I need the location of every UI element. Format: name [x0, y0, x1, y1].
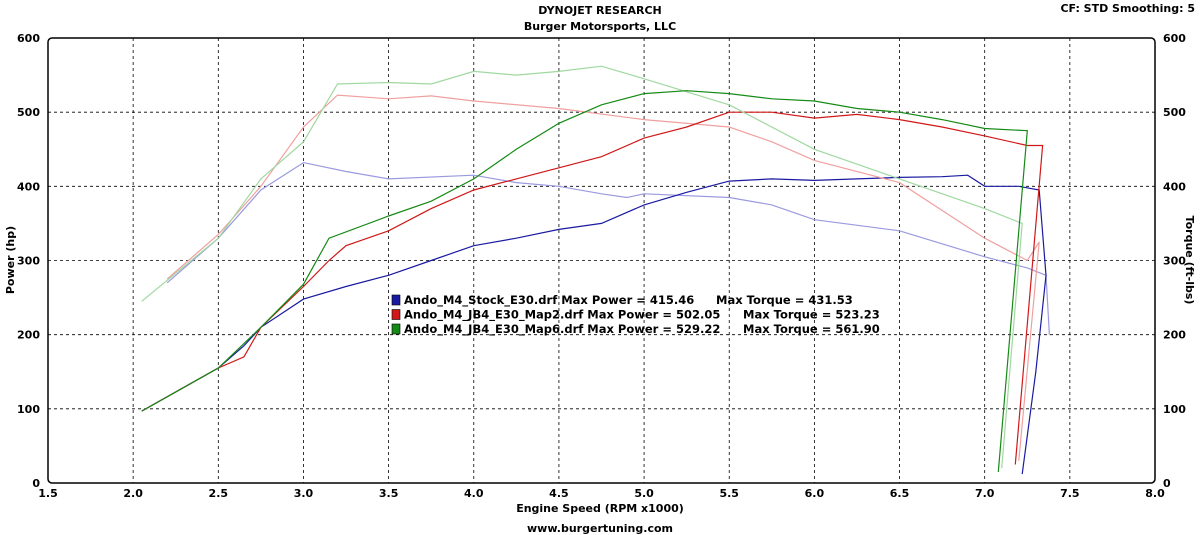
footer-url: www.burgertuning.com: [527, 522, 673, 535]
y-tick-label: 0: [32, 477, 40, 490]
x-tick-label: 3.0: [294, 487, 314, 500]
x-tick-label: 6.5: [890, 487, 910, 500]
power-line-0: [141, 174, 1047, 475]
torque-line-2: [141, 65, 1023, 469]
y-axis-label: Power (hp): [4, 226, 17, 294]
y-tick-label: 600: [17, 32, 40, 45]
y-tick-label: 300: [17, 255, 40, 268]
legend-max-power-1: Max Power = 502.05: [587, 308, 720, 322]
legend-swatch-2: [391, 323, 401, 335]
x-tick-label: 5.0: [634, 487, 654, 500]
torque-line-0: [166, 161, 1050, 335]
x-tick-label: 4.0: [464, 487, 484, 500]
legend-swatch-1: [391, 309, 401, 320]
legend-max-torque-1: Max Torque = 523.23: [743, 308, 880, 322]
chart-subtitle: Burger Motorsports, LLC: [524, 20, 676, 33]
legend-name-0: Ando_M4_Stock_E30.drf: [404, 293, 558, 308]
y2-tick-label: 300: [1163, 255, 1186, 268]
y-tick-label: 400: [17, 180, 40, 193]
x-tick-label: 7.5: [1060, 487, 1080, 500]
x-tick-label: 2.5: [209, 487, 229, 500]
x-tick-label: 3.5: [379, 487, 399, 500]
header-settings: CF: STD Smoothing: 5: [1060, 2, 1195, 15]
plot-frame: [47, 37, 1156, 484]
y-tick-label: 100: [17, 403, 40, 416]
y2-tick-label: 200: [1163, 329, 1186, 342]
legend-max-power-0: Max Power = 415.46: [561, 293, 694, 307]
x-tick-label: 1.5: [38, 487, 58, 500]
legend-max-torque-2: Max Torque = 561.90: [743, 322, 880, 336]
legend-swatch-0: [391, 294, 401, 306]
x-axis-label: Engine Speed (RPM x1000): [516, 502, 684, 515]
torque-line-1: [166, 94, 1040, 461]
legend-name-1: Ando_M4_JB4_E30_Map2.drf: [404, 308, 584, 323]
legend-max-torque-0: Max Torque = 431.53: [716, 293, 853, 307]
y2-axis-label: Torque (ft-lbs): [1183, 216, 1196, 305]
x-tick-label: 8.0: [1145, 487, 1165, 500]
x-tick-label: 6.0: [805, 487, 825, 500]
power-line-2: [141, 90, 1028, 472]
y2-tick-label: 500: [1163, 106, 1186, 119]
y2-tick-label: 600: [1163, 32, 1186, 45]
x-tick-label: 4.5: [549, 487, 569, 500]
grid: [48, 38, 1155, 483]
power-line-1: [141, 111, 1044, 465]
legend-max-power-2: Max Power = 529.22: [587, 322, 720, 336]
legend-name-2: Ando_M4_JB4_E30_Map6.drf: [404, 322, 584, 337]
y2-tick-label: 400: [1163, 180, 1186, 193]
y2-tick-label: 100: [1163, 403, 1186, 416]
x-tick-label: 7.0: [975, 487, 995, 500]
y-tick-label: 200: [17, 329, 40, 342]
chart-title: DYNOJET RESEARCH: [538, 4, 661, 17]
x-tick-label: 5.5: [719, 487, 739, 500]
legend: Ando_M4_Stock_E30.drf Max Power = 415.46 M…: [391, 293, 880, 337]
x-tick-label: 2.0: [123, 487, 143, 500]
series-lines: [141, 65, 1050, 475]
y-tick-label: 500: [17, 106, 40, 119]
tick-labels: 1.5 2.0 2.5 3.0 3.5 4.0 4.5 5.0 5.5 6.0 6.5 7.0 7.5 8…: [17, 32, 1186, 500]
y2-tick-label: 0: [1163, 477, 1171, 490]
